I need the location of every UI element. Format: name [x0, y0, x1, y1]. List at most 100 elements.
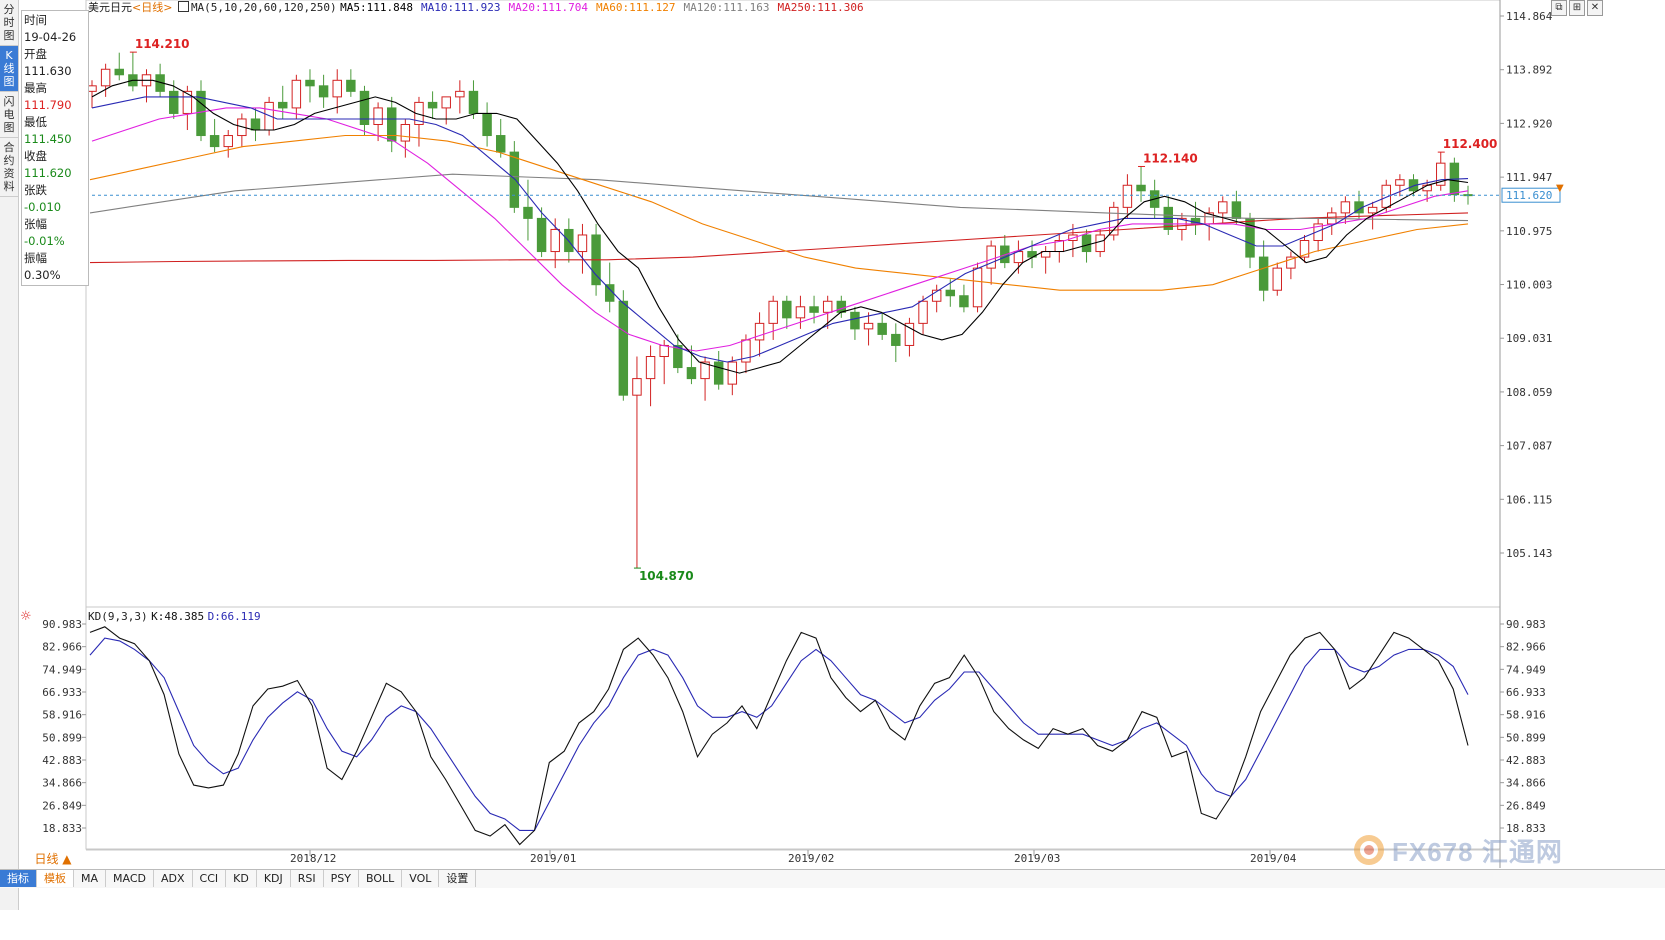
nav-tab-0[interactable]: 分时图: [0, 0, 18, 46]
annotation-label-1: 112.140: [1143, 151, 1198, 165]
ma250-line: [89, 212, 1469, 264]
candle-body: [754, 322, 765, 341]
candle-body: [822, 300, 833, 313]
ma-legend-item-4: MA120:111.163: [683, 1, 770, 14]
candle-body: [700, 361, 710, 380]
bottom-tab-0[interactable]: 指标: [0, 870, 37, 887]
ma-params: MA(5,10,20,60,120,250): [190, 1, 337, 14]
kd-left-label-7: 34.866: [42, 777, 82, 790]
candle-body: [891, 333, 901, 346]
period-button[interactable]: 日线 ▲: [34, 852, 72, 866]
ma-legend-item-1: MA10:111.923: [421, 1, 501, 14]
kd-left-label-5: 50.899: [42, 731, 82, 744]
date-label-3: 2019/03: [1014, 852, 1060, 865]
price-axis-label-3: 111.947: [1506, 171, 1552, 184]
candle-body: [318, 85, 329, 98]
candle-body: [1095, 234, 1105, 253]
price-axis-label-10: 105.143: [1506, 547, 1552, 560]
candle-body: [713, 361, 724, 385]
candle-body: [863, 322, 874, 330]
left-nav: 分时图 K线图 闪电图 合约资料: [0, 0, 19, 910]
candle-body: [100, 68, 111, 87]
candle-body: [291, 79, 302, 109]
bottom-tab-6[interactable]: KD: [226, 870, 257, 887]
kd-k-line: [89, 626, 1469, 846]
nav-tab-2[interactable]: 闪电图: [0, 92, 18, 138]
ma-settings-icon[interactable]: [177, 1, 189, 12]
window-restore-button[interactable]: ⧉: [1551, 0, 1567, 16]
bottom-tab-3[interactable]: MACD: [106, 870, 154, 887]
kd-left-label-8: 26.849: [42, 799, 82, 812]
candle-body: [1313, 223, 1323, 242]
bottom-tab-10[interactable]: BOLL: [359, 870, 403, 887]
pct-value: -0.01%: [24, 234, 65, 248]
bottom-tab-1[interactable]: 模板: [37, 870, 74, 887]
bottom-tab-8[interactable]: RSI: [291, 870, 324, 887]
kd-d-line: [89, 637, 1469, 831]
candle-body: [346, 79, 356, 92]
ma20-line: [91, 107, 1469, 352]
candle-body: [278, 101, 288, 109]
bottom-tab-2[interactable]: MA: [74, 870, 107, 887]
kd-left-label-1: 82.966: [42, 641, 82, 654]
candle-body: [182, 90, 193, 114]
candle-body: [1299, 240, 1310, 258]
price-axis-label-9: 106.115: [1506, 493, 1552, 506]
window-buttons: ⧉ ⊞ ✕: [1551, 0, 1603, 16]
period-tag[interactable]: <日线>: [132, 1, 173, 14]
kd-frame: [85, 606, 1501, 850]
candle-body: [305, 79, 315, 87]
candle-body: [468, 90, 479, 114]
candle-body: [972, 267, 983, 308]
symbol-name: 美元日元: [88, 1, 132, 14]
candle-body: [686, 367, 697, 380]
candle-body: [850, 311, 860, 330]
candle-body: [659, 344, 669, 358]
bottom-tab-7[interactable]: KDJ: [257, 870, 291, 887]
bottom-tab-11[interactable]: VOL: [402, 870, 440, 887]
kd-axis-label-2: 74.949: [1506, 663, 1546, 676]
candle-body: [645, 356, 656, 380]
price-axis-label-4: 110.975: [1506, 225, 1552, 238]
candle-body: [918, 300, 928, 324]
open-label: 开盘: [24, 47, 47, 61]
low-value: 111.450: [24, 132, 72, 146]
kd-axis-label-9: 18.833: [1506, 822, 1546, 835]
window-close-button[interactable]: ✕: [1587, 0, 1603, 16]
candle-body: [550, 228, 560, 253]
candle-body: [945, 289, 956, 297]
date-label-4: 2019/04: [1250, 852, 1297, 865]
candle-body: [1340, 201, 1351, 214]
kd-settings-icon: ☼: [20, 609, 32, 624]
amp-value: 0.30%: [24, 268, 61, 282]
candle-body: [114, 68, 124, 76]
bottom-tab-4[interactable]: ADX: [154, 870, 193, 887]
candle-body: [455, 90, 465, 98]
kd-params: KD(9,3,3): [88, 610, 148, 623]
nav-tab-3[interactable]: 合约资料: [0, 138, 18, 197]
kd-legend: KD(9,3,3) K:48.385 D:66.119: [88, 609, 261, 625]
candle-body: [986, 245, 996, 269]
candle-body: [959, 295, 969, 308]
candle-body: [836, 300, 847, 313]
candle-body: [904, 322, 915, 346]
bottom-tab-9[interactable]: PSY: [324, 870, 359, 887]
annotation-label-2: 112.400: [1443, 137, 1498, 151]
price-axis-label-2: 112.920: [1506, 117, 1552, 130]
chart-canvas[interactable]: 114.864 113.892 112.920 111.947 110.975 110.0…: [0, 0, 1665, 870]
ma5-line: [91, 79, 1469, 374]
window-zoom-button[interactable]: ⊞: [1569, 0, 1585, 16]
low-label: 最低: [24, 115, 47, 129]
high-value: 111.790: [24, 98, 72, 112]
candle-body: [495, 135, 506, 153]
logo-icon: [1354, 835, 1384, 865]
nav-tab-1[interactable]: K线图: [0, 46, 18, 92]
candle-body: [386, 107, 397, 142]
bottom-tab-5[interactable]: CCI: [193, 870, 227, 887]
bottom-tab-12[interactable]: 设置: [439, 870, 477, 887]
open-value: 111.630: [24, 64, 72, 78]
date-label-1: 2019/01: [530, 852, 576, 865]
ma-legend-item-5: MA250:111.306: [777, 1, 864, 14]
kd-axis-label-0: 90.983: [1506, 618, 1546, 631]
candle-body: [673, 344, 683, 369]
